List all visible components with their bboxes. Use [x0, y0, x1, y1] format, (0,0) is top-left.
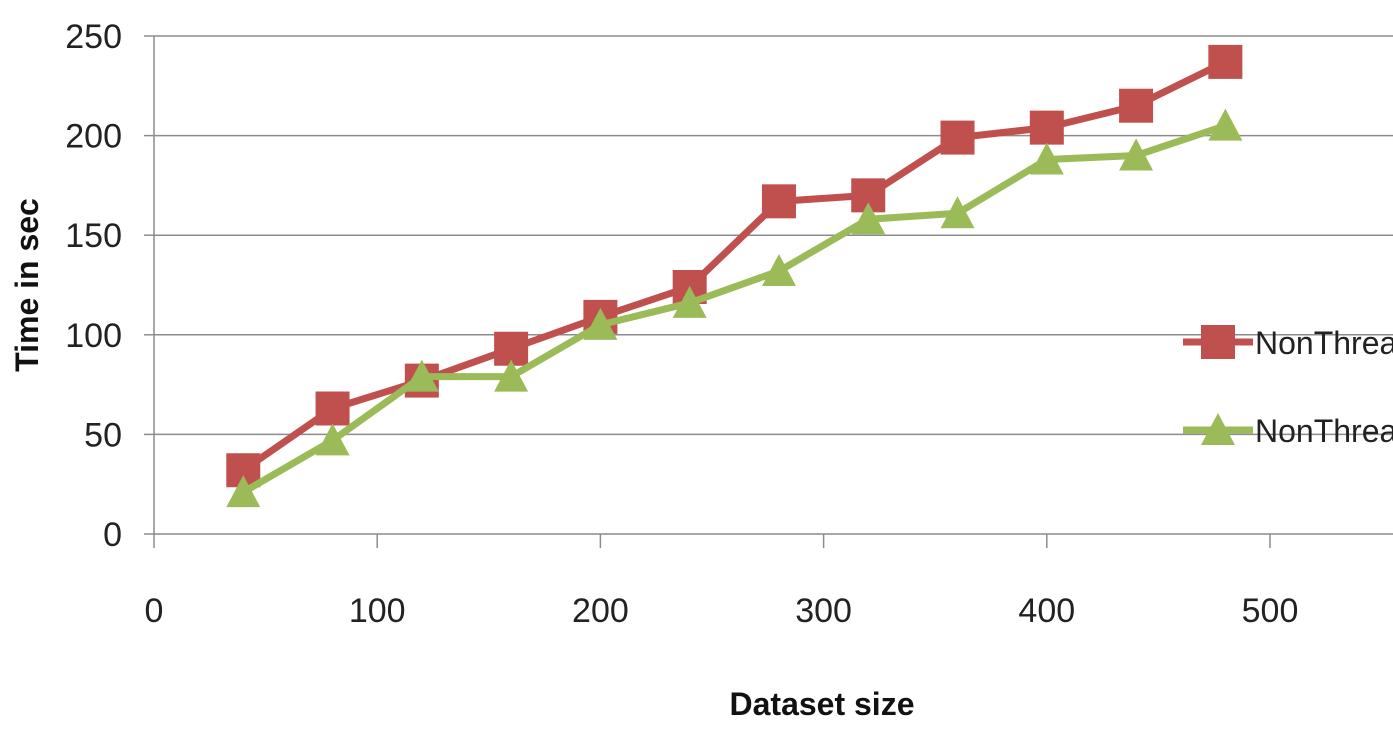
x-tick-label: 300 — [795, 592, 852, 630]
triangle-marker — [672, 285, 707, 318]
series-2 — [226, 108, 1243, 508]
x-tick-label: 100 — [349, 592, 406, 630]
triangle-marker — [940, 196, 975, 229]
series-lines — [226, 44, 1243, 508]
square-marker — [315, 391, 350, 426]
square-marker — [761, 184, 796, 219]
x-tick-label: 500 — [1242, 592, 1299, 630]
series-line — [241, 58, 1227, 474]
triangle-marker — [404, 359, 439, 392]
x-axis-title: Dataset size — [730, 686, 915, 722]
y-axis-title: Time in sec — [9, 198, 45, 372]
series-1 — [226, 44, 1243, 488]
legend: NonThrea NonThrea — [1183, 325, 1393, 449]
gridlines — [154, 35, 1393, 436]
axes: 0 50 100 150 200 250 0 100 200 300 400 500 — [65, 18, 1393, 630]
triangle-marker — [1119, 138, 1154, 171]
y-tick-label: 200 — [65, 118, 122, 156]
y-tick-label: 150 — [65, 217, 122, 255]
square-marker — [1029, 110, 1064, 145]
triangle-marker — [583, 307, 618, 340]
y-tick-label: 100 — [65, 317, 122, 355]
legend-label: NonThrea — [1255, 325, 1393, 361]
legend-entry: NonThrea — [1183, 325, 1393, 361]
triangle-marker — [226, 475, 261, 508]
square-marker — [1208, 44, 1243, 79]
square-marker — [940, 120, 975, 155]
y-tick-label: 250 — [65, 18, 122, 56]
legend-entry: NonThrea — [1183, 413, 1393, 449]
legend-label: NonThrea — [1255, 413, 1393, 449]
x-tick-label: 200 — [572, 592, 629, 630]
triangle-marker — [494, 359, 529, 392]
triangle-marker — [315, 423, 350, 456]
triangle-marker — [1208, 108, 1243, 141]
x-tick-label: 400 — [1018, 592, 1075, 630]
square-marker — [1201, 325, 1235, 359]
triangle-marker — [851, 202, 886, 235]
triangle-marker — [1029, 142, 1064, 175]
x-tick-label: 0 — [145, 592, 164, 630]
square-marker — [1119, 88, 1154, 123]
y-tick-label: 0 — [103, 516, 122, 554]
triangle-marker — [1201, 413, 1235, 445]
series-line — [241, 122, 1227, 496]
triangle-marker — [761, 254, 796, 287]
y-tick-label: 50 — [84, 416, 122, 454]
